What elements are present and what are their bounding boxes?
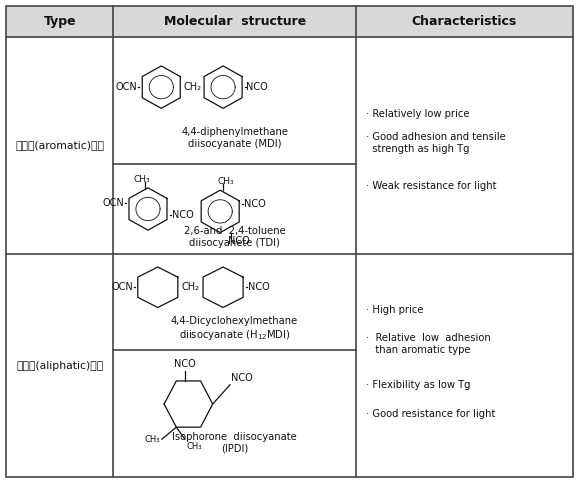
Polygon shape [6, 5, 573, 37]
Text: 2,6-and  2,4-toluene
diisocyanete (TDI): 2,6-and 2,4-toluene diisocyanete (TDI) [184, 226, 285, 248]
Text: CH₃: CH₃ [145, 435, 160, 444]
Text: 방향족(aromatic)계열: 방향족(aromatic)계열 [16, 140, 104, 150]
Text: OCN: OCN [116, 82, 138, 92]
Text: NCO: NCO [228, 236, 250, 246]
Text: NCO: NCO [171, 211, 193, 220]
Text: Molecular  structure: Molecular structure [163, 14, 306, 28]
Text: NCO: NCO [231, 372, 253, 383]
Text: Characteristics: Characteristics [412, 14, 517, 28]
Text: NCO: NCO [174, 359, 196, 369]
Text: 지방족(aliphatic)계열: 지방족(aliphatic)계열 [16, 360, 104, 370]
Text: · High price: · High price [367, 305, 424, 315]
Text: · Flexibility as low Tg: · Flexibility as low Tg [367, 380, 471, 390]
Text: OCN: OCN [102, 198, 124, 208]
Text: NCO: NCO [246, 82, 268, 92]
Text: NCO: NCO [244, 199, 266, 209]
Text: · Good resistance for light: · Good resistance for light [367, 409, 496, 419]
Text: CH₃: CH₃ [218, 177, 234, 186]
Text: · Good adhesion and tensile
  strength as high Tg: · Good adhesion and tensile strength as … [367, 132, 506, 154]
Text: Isophorone  diisocyanate
(IPDI): Isophorone diisocyanate (IPDI) [172, 432, 297, 454]
Text: ·  Relative  low  adhesion
   than aromatic type: · Relative low adhesion than aromatic ty… [367, 333, 491, 355]
Text: CH₂: CH₂ [181, 282, 199, 292]
Text: 4,4-diphenylmethane
diisocyanate (MDI): 4,4-diphenylmethane diisocyanate (MDI) [181, 127, 288, 149]
Text: CH₃: CH₃ [186, 441, 202, 451]
Text: OCN: OCN [111, 282, 133, 292]
Text: · Relatively low price: · Relatively low price [367, 109, 470, 119]
Text: CH₃: CH₃ [134, 175, 151, 184]
Text: Type: Type [43, 14, 76, 28]
Text: · Weak resistance for light: · Weak resistance for light [367, 181, 497, 191]
Text: 4,4-Dicyclohexylmethane
diisocyanate (H$_{12}$MDI): 4,4-Dicyclohexylmethane diisocyanate (H$… [171, 316, 298, 342]
Text: CH₂: CH₂ [183, 82, 201, 92]
Text: NCO: NCO [248, 282, 270, 292]
